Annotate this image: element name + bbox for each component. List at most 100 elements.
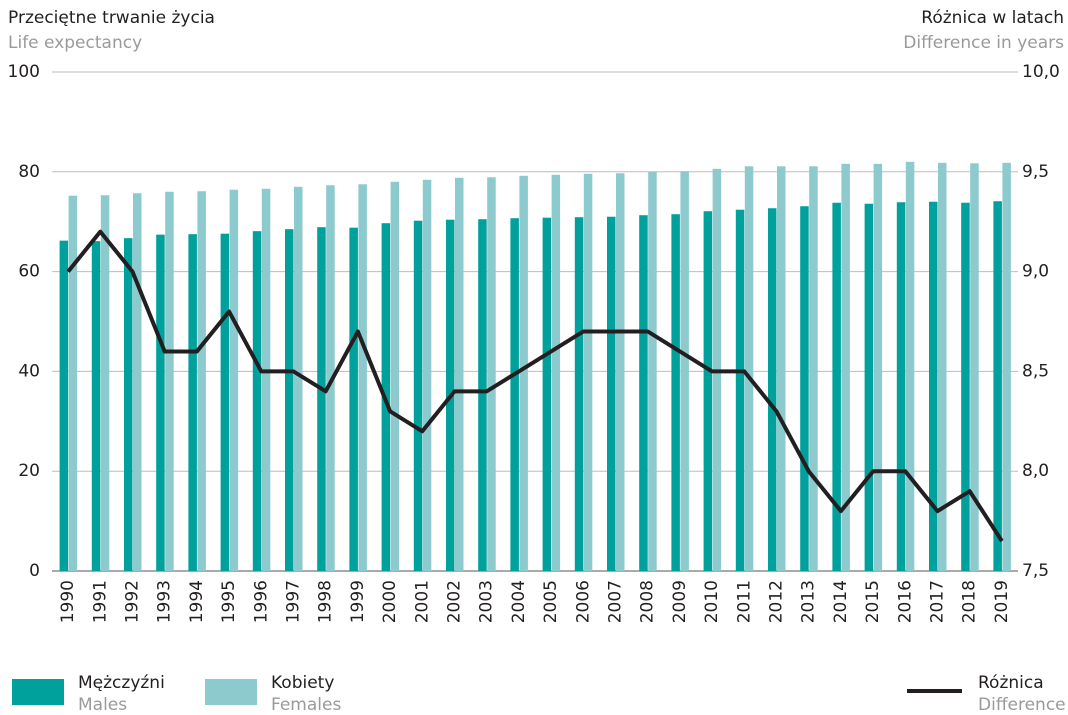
x-tick-label: 2019 bbox=[992, 580, 1012, 623]
bar bbox=[583, 173, 593, 571]
x-tick-label: 2016 bbox=[895, 580, 915, 623]
x-tick-label: 2000 bbox=[380, 580, 400, 623]
bar bbox=[124, 238, 133, 572]
bar bbox=[938, 162, 947, 571]
legend-label-en: Males bbox=[78, 695, 127, 715]
y-tick-label: 40 bbox=[18, 361, 40, 381]
bar bbox=[800, 206, 809, 571]
legend-label: Kobiety bbox=[271, 673, 334, 693]
bar bbox=[841, 163, 850, 572]
bar bbox=[413, 220, 423, 571]
legend-label: Różnica bbox=[978, 673, 1044, 693]
bar bbox=[510, 218, 519, 571]
chart-title: Przeciętne trwanie życia bbox=[8, 8, 215, 28]
x-tick-label: 1998 bbox=[316, 580, 336, 623]
x-tick-label: 2013 bbox=[799, 580, 819, 623]
x-tick-label: 2008 bbox=[638, 580, 658, 623]
bar bbox=[993, 201, 1002, 571]
x-tick-label: 2018 bbox=[960, 580, 980, 623]
x-tick-label: 1994 bbox=[187, 580, 207, 623]
chart-subtitle: Life expectancy bbox=[8, 33, 142, 53]
x-tick-label: 2005 bbox=[541, 580, 561, 623]
y-tick-label: 20 bbox=[18, 461, 40, 481]
y2-tick-label: 7,5 bbox=[1022, 561, 1049, 581]
y2-subtitle: Difference in years bbox=[903, 33, 1064, 53]
bar bbox=[229, 189, 239, 571]
legend-label-en: Females bbox=[271, 695, 341, 715]
x-tick-label: 2003 bbox=[477, 580, 497, 623]
bar bbox=[970, 163, 979, 571]
x-tick-label: 2010 bbox=[702, 580, 722, 623]
x-tick-label: 2002 bbox=[445, 580, 465, 623]
bar bbox=[133, 193, 142, 571]
difference-line bbox=[66, 229, 1004, 543]
bar bbox=[100, 195, 110, 572]
bar bbox=[59, 240, 69, 572]
x-tick-label: 2007 bbox=[606, 580, 626, 623]
bar bbox=[91, 241, 101, 571]
bar bbox=[68, 195, 78, 571]
bar bbox=[285, 229, 294, 571]
y-tick-label: 80 bbox=[18, 162, 40, 182]
bar bbox=[896, 202, 906, 571]
x-tick-label: 1995 bbox=[219, 580, 239, 623]
bar bbox=[317, 227, 326, 571]
legend-label-en: Difference bbox=[978, 695, 1066, 715]
bar bbox=[156, 234, 165, 571]
legend-label: Mężczyźni bbox=[78, 673, 165, 693]
bar bbox=[703, 211, 713, 571]
y-tick-label: 100 bbox=[8, 62, 40, 82]
bar bbox=[220, 233, 230, 571]
bar bbox=[1002, 162, 1011, 571]
x-tick-label: 1990 bbox=[58, 580, 78, 623]
bar bbox=[478, 219, 487, 571]
bar bbox=[487, 177, 496, 571]
y2-title: Różnica w latach bbox=[921, 8, 1064, 28]
legend-swatch bbox=[205, 679, 257, 705]
x-tick-label: 2015 bbox=[863, 580, 883, 623]
x-tick-label: 1993 bbox=[155, 580, 175, 623]
x-tick-label: 1992 bbox=[123, 580, 143, 623]
x-tick-label: 1999 bbox=[348, 580, 368, 623]
bar bbox=[735, 209, 745, 571]
x-tick-label: 2009 bbox=[670, 580, 690, 623]
bar bbox=[671, 214, 680, 571]
bar bbox=[905, 161, 915, 571]
bar bbox=[390, 181, 400, 571]
x-tick-label: 2014 bbox=[831, 580, 851, 623]
x-tick-label: 2001 bbox=[412, 580, 432, 623]
x-tick-label: 2006 bbox=[573, 580, 593, 623]
bar bbox=[252, 231, 262, 571]
bar bbox=[777, 166, 786, 571]
bar bbox=[744, 166, 754, 571]
bar bbox=[873, 163, 883, 572]
bar bbox=[551, 174, 561, 571]
bar bbox=[261, 188, 271, 572]
legend-swatch bbox=[12, 679, 64, 705]
y2-tick-label: 9,5 bbox=[1022, 162, 1049, 182]
bar bbox=[648, 171, 657, 572]
bar bbox=[616, 173, 625, 571]
bar bbox=[294, 186, 303, 571]
x-tick-label: 2017 bbox=[928, 580, 948, 623]
bar bbox=[519, 175, 528, 572]
bar bbox=[639, 215, 648, 571]
bar bbox=[832, 202, 841, 571]
x-tick-label: 1991 bbox=[90, 580, 110, 623]
bar bbox=[542, 217, 552, 571]
bar bbox=[864, 203, 874, 571]
bar bbox=[326, 185, 335, 571]
y2-tick-label: 10,0 bbox=[1022, 62, 1060, 82]
x-tick-label: 2004 bbox=[509, 580, 529, 623]
bar bbox=[197, 191, 206, 572]
bar bbox=[768, 208, 777, 572]
x-tick-label: 2011 bbox=[734, 580, 754, 623]
x-tick-label: 1996 bbox=[251, 580, 271, 623]
y2-tick-label: 9,0 bbox=[1022, 262, 1049, 282]
bar bbox=[607, 216, 616, 571]
bar bbox=[165, 191, 174, 571]
bar bbox=[358, 184, 367, 571]
bar bbox=[680, 171, 689, 571]
y-tick-label: 0 bbox=[29, 561, 40, 581]
y2-tick-label: 8,0 bbox=[1022, 461, 1049, 481]
